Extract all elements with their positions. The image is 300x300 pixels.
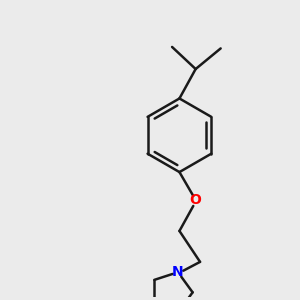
- Text: N: N: [172, 265, 184, 279]
- Text: O: O: [190, 193, 202, 207]
